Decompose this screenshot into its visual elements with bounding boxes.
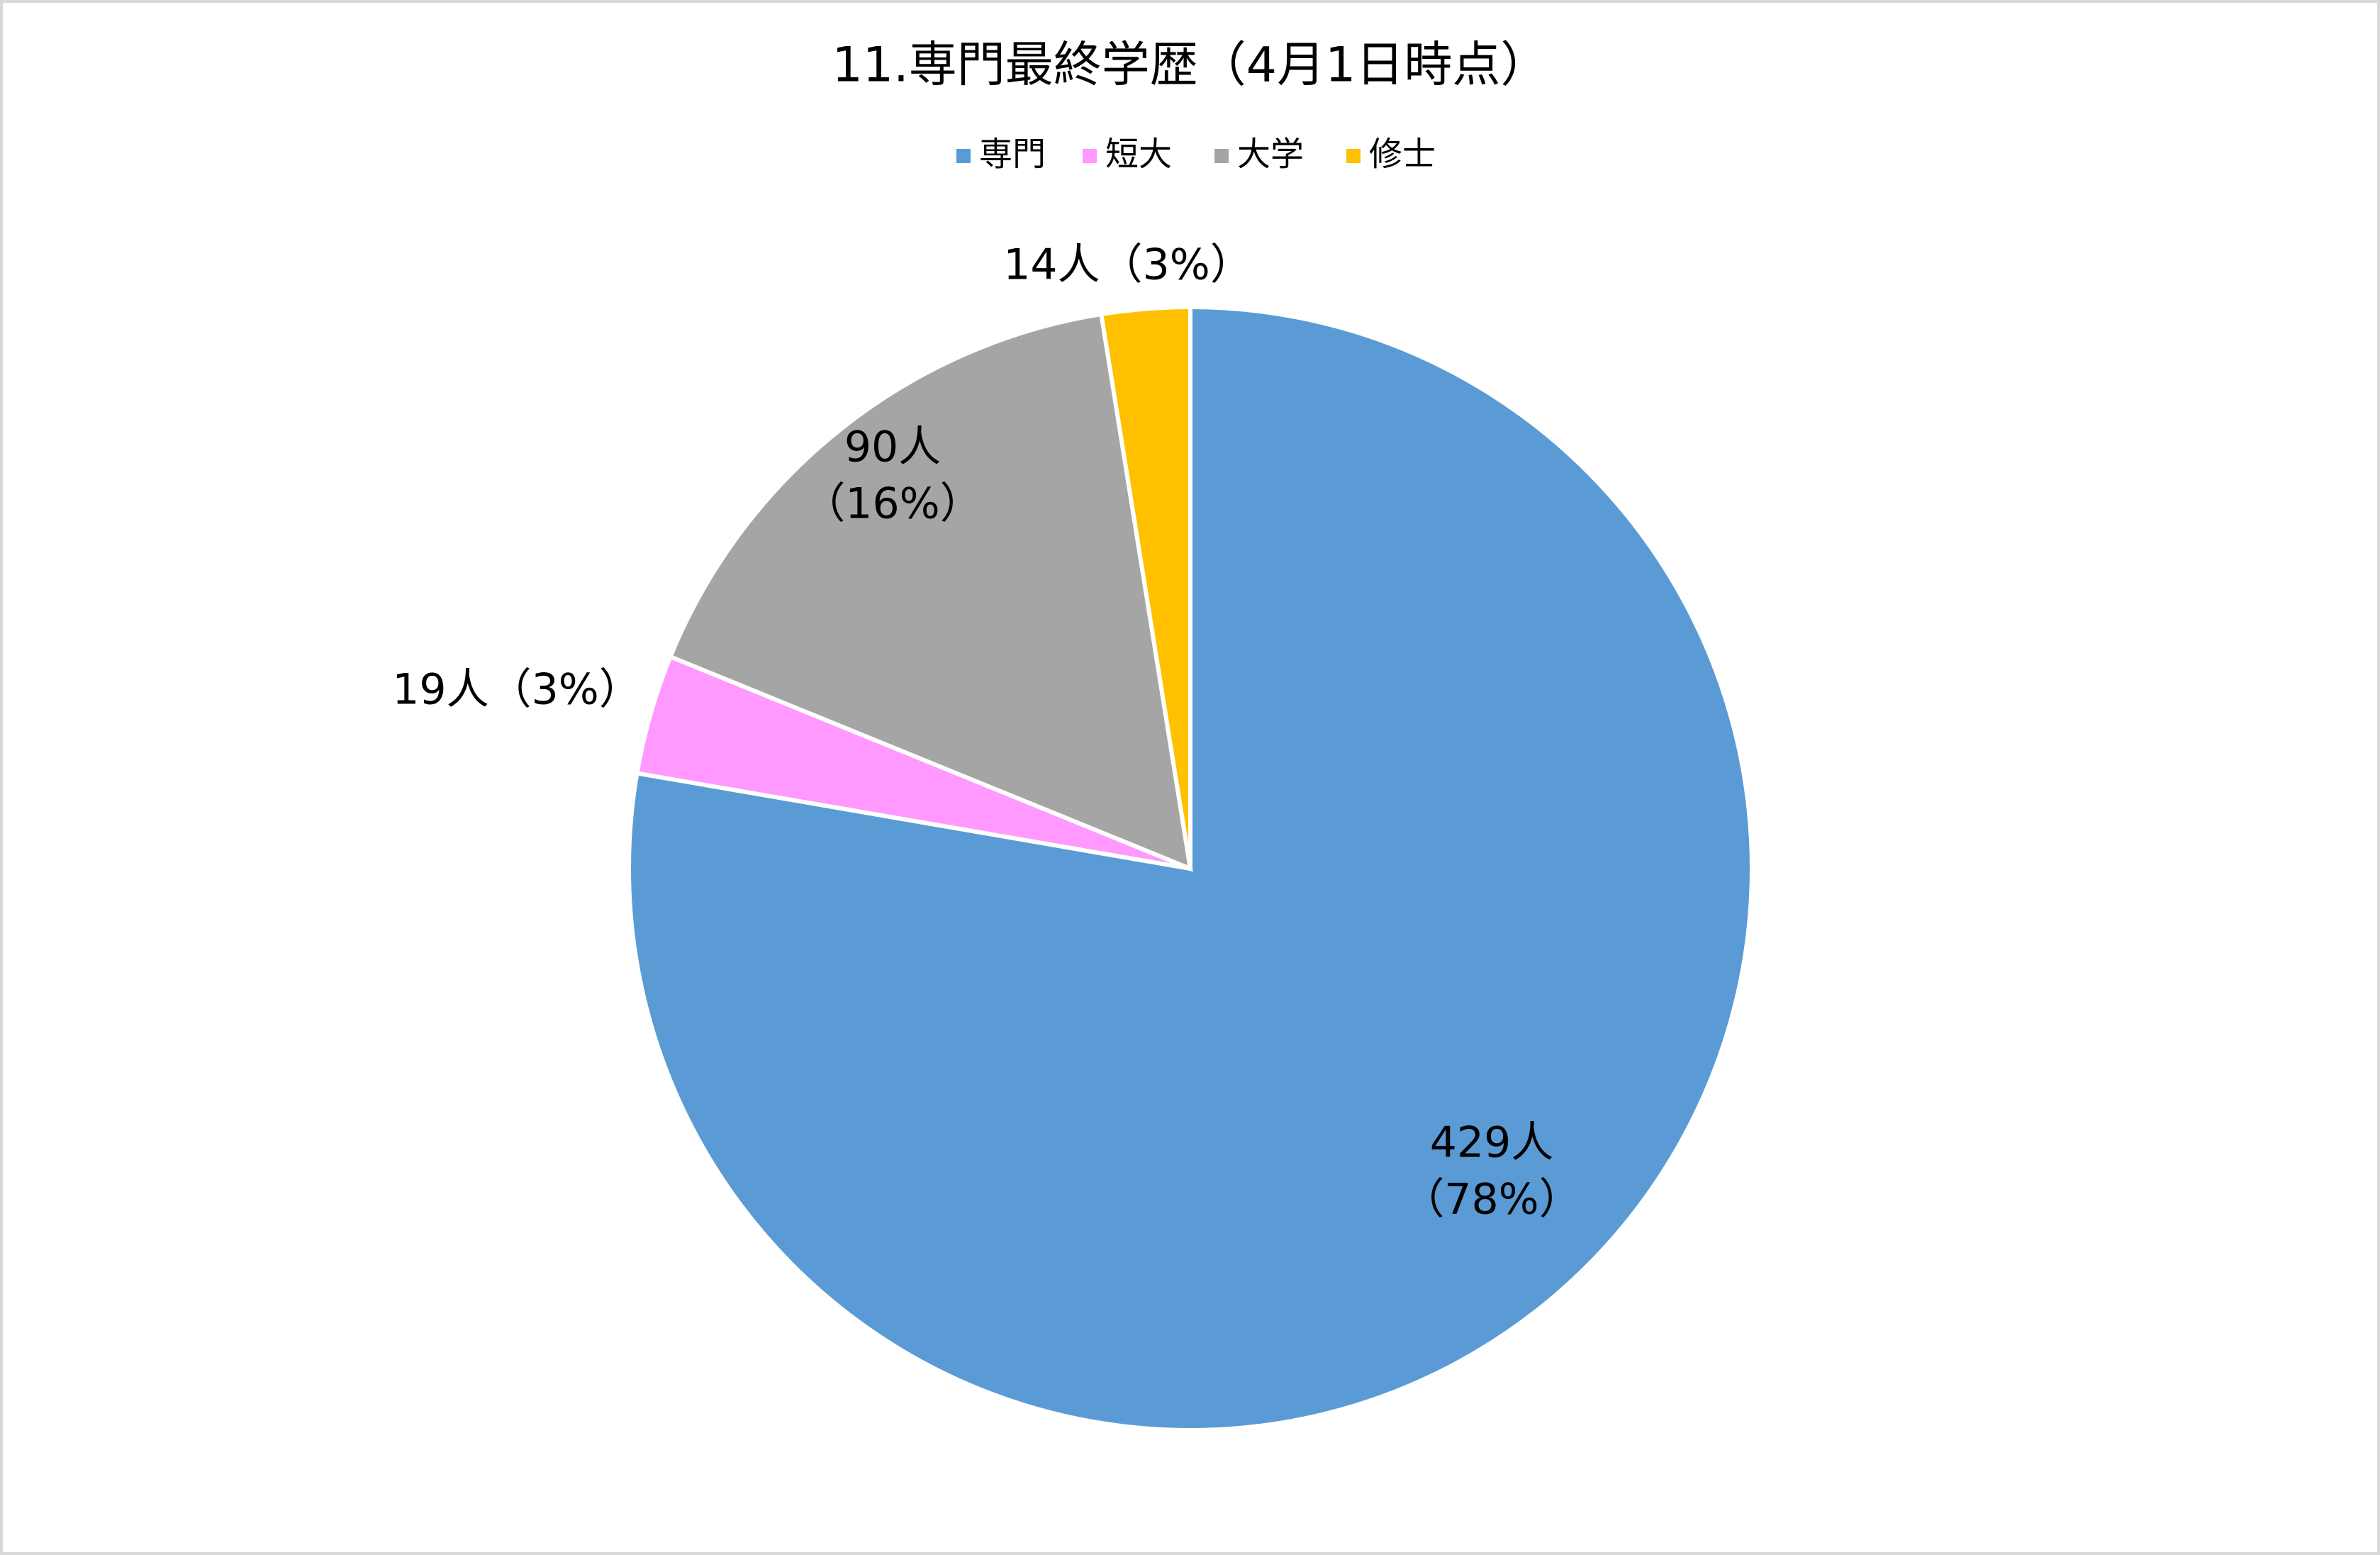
data-label: 19人（3%）: [392, 665, 642, 715]
legend-label: 専門: [979, 135, 1046, 174]
legend-swatch: [1346, 149, 1361, 163]
legend-swatch: [956, 149, 971, 163]
legend-label: 大学: [1237, 135, 1304, 174]
data-label: （78%）: [1402, 1175, 1581, 1225]
data-label: 90人: [844, 423, 941, 472]
data-label: （16%）: [803, 479, 982, 529]
chart-title: 11.専門最終学歴（4月1日時点）: [832, 38, 1549, 94]
legend-label: 短大: [1105, 135, 1172, 174]
data-label: 429人: [1430, 1118, 1554, 1168]
pie-slice: [667, 311, 1193, 872]
legend-swatch: [1214, 149, 1229, 163]
legend-swatch: [1083, 149, 1097, 163]
pie-slice: [1098, 304, 1192, 869]
data-label: 14人（3%）: [1003, 240, 1253, 290]
legend-label: 修士: [1369, 135, 1436, 174]
